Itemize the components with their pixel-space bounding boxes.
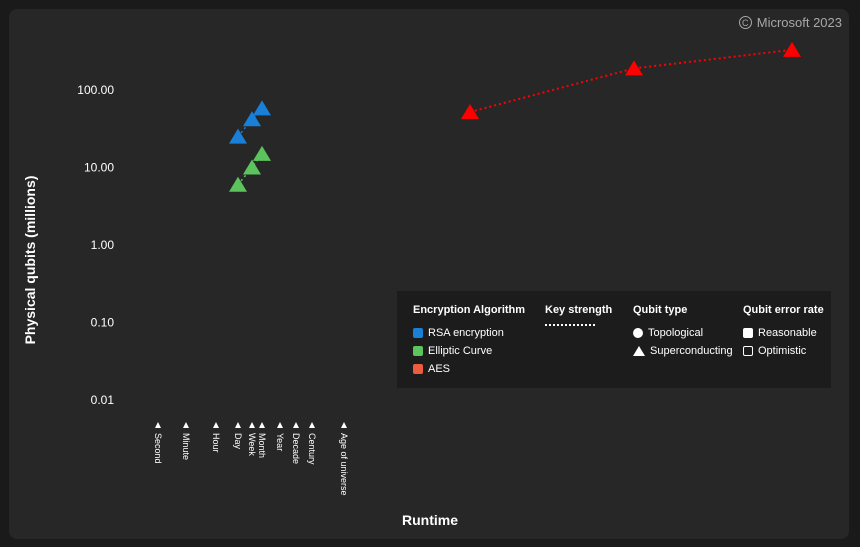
triangle-icon [633,346,645,356]
legend-group-algorithm: Encryption Algorithm RSA encryption Elli… [413,304,525,378]
y-axis-title: Physical qubits (millions) [22,175,38,345]
x-tick-marker [213,422,219,428]
legend-item-ecc[interactable]: Elliptic Curve [413,342,525,360]
x-tick-marker [155,422,161,428]
data-point [461,104,479,120]
x-tick-marker [309,422,315,428]
legend-title-algorithm: Encryption Algorithm [413,304,526,316]
x-tick-marker [293,422,299,428]
chart-card [9,9,849,539]
aes-swatch [413,364,423,374]
data-point [253,145,271,161]
series-line-2 [469,48,793,113]
ecc-swatch [413,346,423,356]
rsa-swatch [413,328,423,338]
legend-label-rsa: RSA encryption [428,327,504,339]
x-tick-label: Hour [211,433,221,453]
legend-title-error-rate: Qubit error rate [743,304,824,316]
legend-title-qubit-type: Qubit type [633,304,688,316]
y-tick-label: 0.01 [91,393,115,407]
y-tick-label: 100.00 [77,83,114,97]
y-tick-label: 1.00 [91,238,115,252]
x-tick-label: Decade [291,433,301,464]
data-point [625,60,643,76]
outline-square-icon [743,346,753,356]
key-strength-dash [545,324,595,326]
legend-label-superconducting: Superconducting [650,345,733,357]
x-axis-title: Runtime [402,512,458,528]
x-tick-label: Month [257,433,267,458]
circle-icon [633,328,643,338]
x-tick-label: Century [307,433,317,465]
legend-item-aes[interactable]: AES [413,360,525,378]
x-tick-marker [249,422,255,428]
data-point [229,128,247,144]
legend-item-topological[interactable]: Topological [633,324,733,342]
x-tick-label: Second [153,433,163,464]
x-tick-label: Year [275,433,285,451]
x-tick-label: Week [247,433,257,456]
x-tick-marker [277,422,283,428]
legend: Encryption Algorithm RSA encryption Elli… [397,291,831,388]
x-tick-marker [235,422,241,428]
copyright-icon: C [738,16,752,29]
legend-group-error-rate: Qubit error rate Reasonable Optimistic [743,304,824,360]
x-tick-marker [259,422,265,428]
data-point [229,176,247,192]
filled-square-icon [743,328,753,338]
legend-item-optimistic[interactable]: Optimistic [743,342,824,360]
legend-group-key-strength: Key strength [545,304,612,326]
legend-group-qubit-type: Qubit type Topological Superconducting [633,304,733,360]
legend-label-topological: Topological [648,327,704,339]
legend-title-key-strength: Key strength [545,304,613,316]
x-tick-label: Age of universe [339,433,349,496]
legend-label-reasonable: Reasonable [758,327,817,339]
x-tick-marker [341,422,347,428]
legend-label-optimistic: Optimistic [758,345,807,357]
x-tick-label: Minute [181,433,191,460]
y-tick-label: 0.10 [91,316,115,330]
legend-label-aes: AES [428,363,451,375]
legend-item-rsa[interactable]: RSA encryption [413,324,525,342]
x-tick-marker [183,422,189,428]
data-point [783,41,801,57]
legend-label-ecc: Elliptic Curve [428,345,493,357]
data-point [253,100,271,116]
copyright-text: Microsoft 2023 [756,15,842,30]
x-tick-label: Day [233,433,243,450]
copyright: C Microsoft 2023 [738,15,842,30]
data-point [243,111,261,127]
legend-item-reasonable[interactable]: Reasonable [743,324,824,342]
legend-item-superconducting[interactable]: Superconducting [633,342,733,360]
data-point [243,159,261,175]
y-tick-label: 10.00 [84,161,114,175]
